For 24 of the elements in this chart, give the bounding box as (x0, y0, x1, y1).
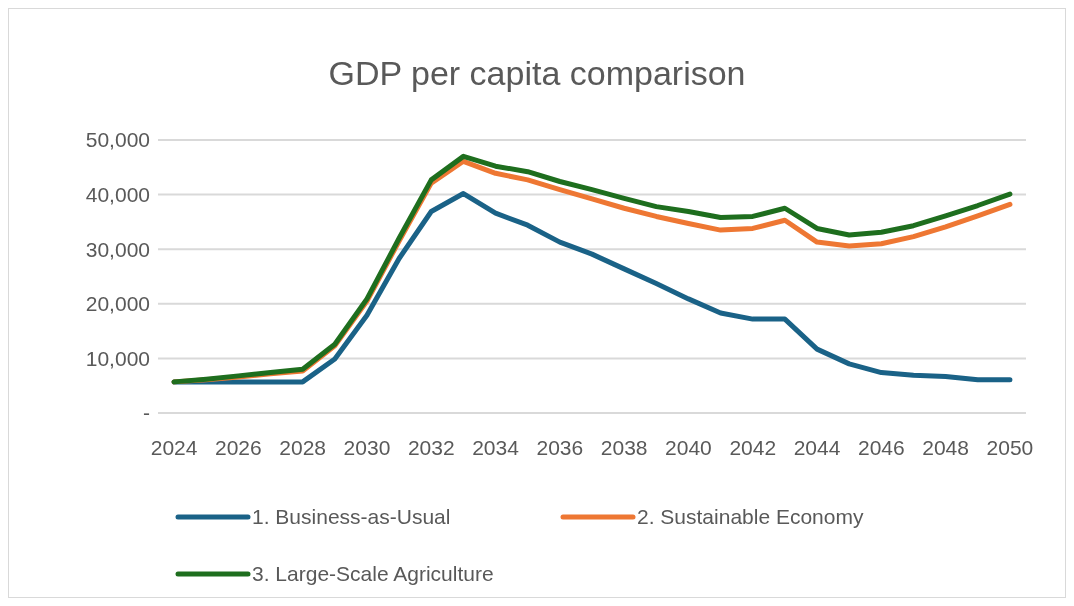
x-tick-label: 2036 (536, 436, 584, 459)
x-tick-label: 2030 (343, 436, 391, 459)
x-tick-label: 2040 (665, 436, 712, 459)
x-tick-label: 2026 (215, 436, 262, 459)
y-tick-label: - (143, 401, 150, 425)
y-tick-label: 20,000 (85, 292, 150, 316)
legend-label: 1. Business-as-Usual (252, 505, 451, 529)
x-tick-label: 2024 (150, 436, 198, 459)
y-tick-label: 50,000 (85, 128, 150, 152)
x-tick-label: 2046 (857, 436, 905, 459)
x-tick-label: 2050 (986, 436, 1034, 459)
y-tick-label: 10,000 (85, 346, 150, 370)
legend-label: 2. Sustainable Economy (637, 505, 864, 529)
x-tick-label: 2048 (922, 436, 969, 459)
x-tick-label: 2032 (407, 436, 455, 459)
x-tick-label: 2038 (600, 436, 648, 459)
y-tick-label: 40,000 (85, 182, 150, 206)
x-tick-label: 2042 (729, 436, 777, 459)
y-tick-label: 30,000 (85, 237, 150, 261)
x-tick-label: 2028 (279, 436, 327, 459)
x-tick-label: 2034 (472, 436, 520, 459)
chart-title: GDP per capita comparison (328, 54, 746, 92)
legend-label: 3. Large-Scale Agriculture (252, 562, 494, 586)
x-tick-label: 2044 (793, 436, 841, 459)
